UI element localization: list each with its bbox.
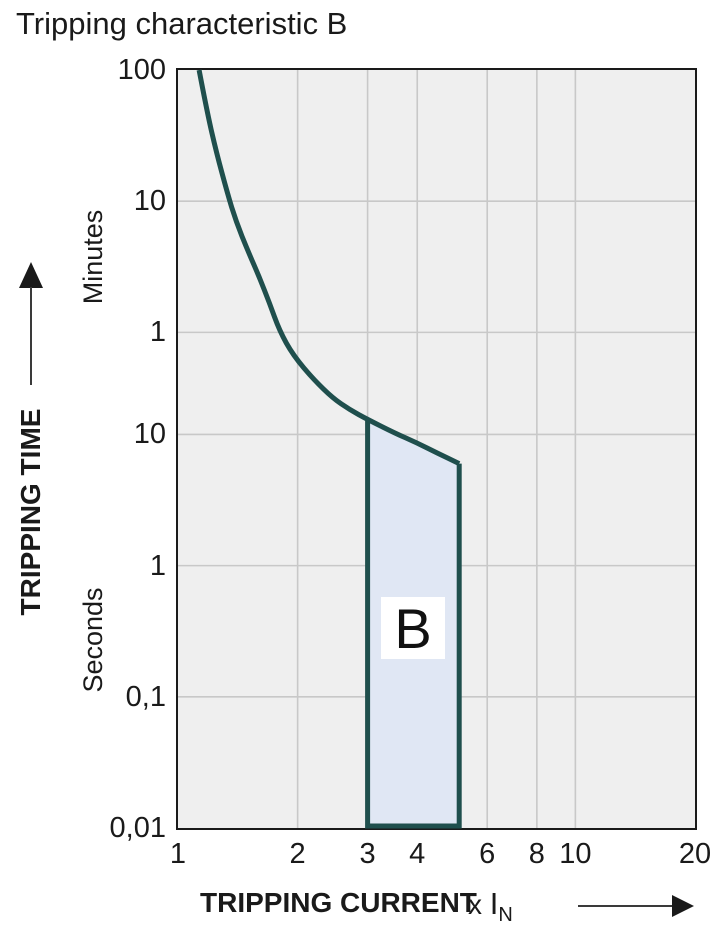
y-tick-label: 0,1: [125, 680, 166, 713]
y-tick-label: 10: [133, 185, 166, 218]
y-tick-label: 100: [117, 54, 166, 86]
tripping-curve: [196, 69, 461, 466]
y-tick-label: 10: [133, 418, 166, 451]
plot-area: B: [176, 68, 697, 830]
y-tick-label: 1: [149, 316, 166, 349]
x-tick-label: 6: [479, 838, 496, 870]
x-tick-label: 8: [528, 838, 545, 870]
x-tick-label: 3: [359, 838, 376, 870]
x-axis-multiplier-x: x: [468, 889, 482, 920]
y-tick-label: 1: [149, 549, 166, 582]
x-tick-label: 10: [559, 838, 592, 870]
x-tick-label: 20: [678, 838, 712, 870]
x-tick-label: 2: [289, 838, 306, 870]
right-arrow-stem: [578, 905, 674, 907]
right-arrow-icon: [672, 895, 694, 917]
up-arrow-icon: [19, 262, 43, 288]
x-axis-title: TRIPPING CURRENT: [200, 887, 477, 918]
up-arrow-stem: [30, 287, 32, 385]
x-axis-multiplier: x IN: [468, 886, 513, 927]
y-tick-label: 0,01: [109, 812, 166, 844]
page-title: Tripping characteristic B: [16, 6, 348, 41]
tripping-band-border: [365, 419, 462, 829]
chart-canvas: [178, 69, 695, 829]
y-axis-title: TRIPPING TIME: [15, 408, 46, 616]
x-tick-label: 4: [409, 838, 426, 870]
x-tick-label: 1: [169, 838, 187, 870]
region-label-b: B: [381, 597, 445, 660]
x-axis-current-symbol: IN: [489, 886, 513, 927]
